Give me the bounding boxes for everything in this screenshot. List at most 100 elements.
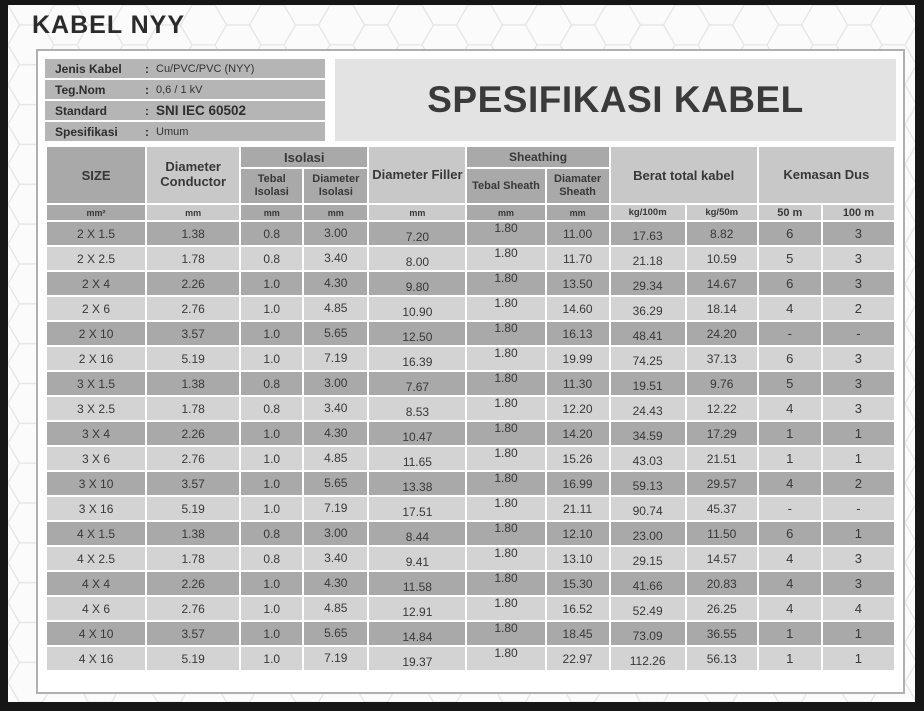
cell-diameter-filler: 11.58 [369,572,466,595]
cell-diameter-isolasi: 4.85 [304,447,368,470]
table-row: 2 X 4 2.26 1.0 4.30 9.80 1.80 13.50 29.34 14.67 6… [47,272,894,295]
cell-diameter-filler: 8.53 [369,397,466,420]
cell-diameter-conductor: 1.78 [147,547,240,570]
cell-diameter-conductor: 1.38 [147,522,240,545]
cell-diameter-filler: 12.50 [369,322,466,345]
cell-diameter-conductor: 1.38 [147,372,240,395]
unit-filler: mm [369,205,466,220]
cell-tebal-isolasi: 1.0 [241,422,303,445]
cell-tebal-isolasi: 1.0 [241,572,303,595]
cell-diameter-filler: 12.91 [369,597,466,620]
cell-tebal-isolasi: 1.0 [241,497,303,520]
cell-size: 3 X 6 [47,447,146,470]
info-row-standard: Standard : SNI IEC 60502 [45,101,325,120]
cell-tebal-isolasi: 1.0 [241,472,303,495]
cell-diameter-isolasi: 4.85 [304,297,368,320]
cell-kg-100m: 21.18 [610,247,685,270]
cell-tebal-sheath: 1.80 [467,347,545,370]
cell-tebal-sheath: 1.80 [467,422,545,445]
info-label: Spesifikasi [55,124,118,139]
spec-table-body: 2 X 1.5 1.38 0.8 3.00 7.20 1.80 11.00 17.63 8.82… [47,222,894,670]
cell-diameter-filler: 13.38 [369,472,466,495]
cell-diamater-sheath: 13.10 [546,547,609,570]
cell-dus-50m: 6 [758,522,821,545]
cell-diameter-isolasi: 7.19 [304,497,368,520]
cell-diameter-isolasi: 3.40 [304,547,368,570]
unit-size: mm² [47,205,146,220]
cell-kg-100m: 59.13 [610,472,685,495]
cell-diameter-filler: 7.20 [369,222,466,245]
cell-tebal-isolasi: 1.0 [241,272,303,295]
table-row: 3 X 1.5 1.38 0.8 3.00 7.67 1.80 11.30 19.51 9.76… [47,372,894,395]
cell-tebal-isolasi: 0.8 [241,222,303,245]
cell-kg-50m: 21.51 [686,447,757,470]
table-row: 2 X 6 2.76 1.0 4.85 10.90 1.80 14.60 36.29 18.14… [47,297,894,320]
cell-dus-50m: 6 [758,222,821,245]
cell-tebal-sheath: 1.80 [467,572,545,595]
cell-size: 2 X 6 [47,297,146,320]
cell-dus-100m: 1 [822,422,894,445]
cell-tebal-isolasi: 0.8 [241,522,303,545]
cell-size: 3 X 2.5 [47,397,146,420]
cell-size: 4 X 16 [47,647,146,670]
info-label: Standard [55,103,108,118]
cell-size: 2 X 1.5 [47,222,146,245]
cell-dus-50m: 6 [758,272,821,295]
cell-size: 4 X 10 [47,622,146,645]
cell-kg-100m: 74.25 [610,347,685,370]
cell-diameter-filler: 14.84 [369,622,466,645]
cell-diameter-conductor: 3.57 [147,472,240,495]
cell-tebal-isolasi: 0.8 [241,397,303,420]
cell-dus-50m: 4 [758,297,821,320]
cell-tebal-sheath: 1.80 [467,497,545,520]
cell-diamater-sheath: 14.20 [546,422,609,445]
cell-tebal-sheath: 1.80 [467,372,545,395]
table-row: 4 X 4 2.26 1.0 4.30 11.58 1.80 15.30 41.66 20.83… [47,572,894,595]
cell-diameter-filler: 11.65 [369,447,466,470]
table-row: 4 X 2.5 1.78 0.8 3.40 9.41 1.80 13.10 29.15 14.5… [47,547,894,570]
cell-diamater-sheath: 12.10 [546,522,609,545]
cell-diameter-conductor: 5.19 [147,647,240,670]
header-section: Jenis Kabel : Cu/PVC/PVC (NYY) Teg.Nom :… [45,59,896,141]
cell-diameter-isolasi: 4.30 [304,272,368,295]
column-header-diameter-filler: Diameter Filler [369,147,466,203]
cell-tebal-sheath: 1.80 [467,222,545,245]
cell-kg-100m: 112.26 [610,647,685,670]
cell-diamater-sheath: 11.00 [546,222,609,245]
cell-diameter-isolasi: 4.85 [304,597,368,620]
cell-kg-50m: 18.14 [686,297,757,320]
cell-diameter-isolasi: 5.65 [304,322,368,345]
cell-size: 3 X 1.5 [47,372,146,395]
cell-size: 4 X 2.5 [47,547,146,570]
spec-banner-title: SPESIFIKASI KABEL [335,59,896,141]
cell-kg-100m: 17.63 [610,222,685,245]
column-group-sheathing: Sheathing [467,147,609,167]
cell-kg-50m: 20.83 [686,572,757,595]
cell-size: 4 X 4 [47,572,146,595]
cell-diamater-sheath: 14.60 [546,297,609,320]
cell-dus-50m: 4 [758,397,821,420]
cell-kg-100m: 73.09 [610,622,685,645]
info-panel: Jenis Kabel : Cu/PVC/PVC (NYY) Teg.Nom :… [45,59,325,141]
cell-tebal-isolasi: 1.0 [241,347,303,370]
cell-dus-50m: 6 [758,347,821,370]
cell-kg-100m: 24.43 [610,397,685,420]
cell-diameter-isolasi: 3.00 [304,222,368,245]
cell-diamater-sheath: 16.52 [546,597,609,620]
info-colon: : [145,124,149,139]
cell-diameter-conductor: 3.57 [147,322,240,345]
cell-diameter-conductor: 2.26 [147,272,240,295]
cell-kg-100m: 29.15 [610,547,685,570]
cell-kg-50m: 29.57 [686,472,757,495]
info-colon: : [145,82,149,97]
cell-diameter-isolasi: 5.65 [304,622,368,645]
info-row-teg-nom: Teg.Nom : 0,6 / 1 kV [45,80,325,99]
cell-size: 4 X 6 [47,597,146,620]
table-row: 3 X 16 5.19 1.0 7.19 17.51 1.80 21.11 90.74 45.3… [47,497,894,520]
content-box: Jenis Kabel : Cu/PVC/PVC (NYY) Teg.Nom :… [36,49,905,694]
unit-dus-100m: 100 m [822,205,894,220]
cell-size: 3 X 4 [47,422,146,445]
table-row: 4 X 10 3.57 1.0 5.65 14.84 1.80 18.45 73.09 36.5… [47,622,894,645]
cell-diameter-conductor: 2.26 [147,422,240,445]
